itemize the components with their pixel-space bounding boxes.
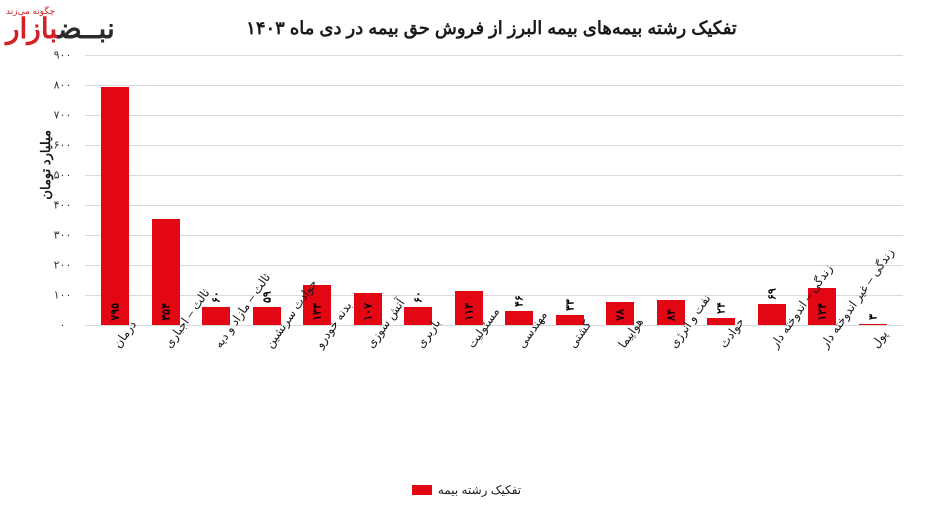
bar-value-label: ۳۳: [563, 299, 576, 311]
bar-value-label: ۳۵۴: [159, 303, 172, 321]
bar-value-label: ۱۰۷: [361, 303, 374, 321]
watermark-logo: چگونه می‌زند نبــضبازار: [6, 6, 115, 43]
watermark-logo-text: نبــضبازار: [6, 15, 115, 43]
y-tick: ۹۰۰: [45, 49, 80, 62]
x-tick-label: آتش سوزی: [343, 328, 394, 458]
bar-value-label: ۴۶: [513, 295, 526, 307]
bar-value-label: ۶۰: [412, 291, 425, 303]
y-tick: ۰: [45, 319, 80, 332]
x-tick-label: پول: [848, 328, 899, 458]
legend-label: تفکیک رشته بیمه: [438, 483, 521, 497]
x-axis-labels: درمانثالث – اجباریثالث – مازاد و دیهحواد…: [85, 328, 903, 458]
bar-value-label: ۷۸: [614, 309, 627, 321]
y-tick: ۷۰۰: [45, 109, 80, 122]
x-tick-label: زندگی – اندوخته دار: [747, 328, 798, 458]
x-tick-label: حوادث: [696, 328, 747, 458]
chart-title: تفکیک رشته بیمه‌های بیمه البرز از فروش ح…: [180, 18, 803, 39]
x-tick-label: باربری: [393, 328, 444, 458]
legend-swatch: [412, 485, 432, 495]
bar-value-label: ۳: [866, 314, 879, 320]
bar-value-label: ۱۳۳: [311, 303, 324, 321]
bar: ۳: [848, 324, 899, 325]
y-tick: ۱۰۰: [45, 289, 80, 302]
bar-value-label: ۱۱۳: [462, 303, 475, 321]
x-tick-label: مسئولیت: [444, 328, 495, 458]
x-tick-label: نفت و انرژی: [646, 328, 697, 458]
y-tick: ۵۰۰: [45, 169, 80, 182]
x-tick-label: زندگی – غیر اندوخته دار: [797, 328, 848, 458]
y-tick: ۸۰۰: [45, 79, 80, 92]
bar-value-label: ۶۹: [765, 288, 778, 300]
y-tick: ۳۰۰: [45, 229, 80, 242]
chart-plot-area: ۰۱۰۰۲۰۰۳۰۰۴۰۰۵۰۰۶۰۰۷۰۰۸۰۰۹۰۰ ۷۹۵۳۵۴۶۰۵۹۱…: [85, 55, 903, 325]
bar: ۷۹۵: [90, 87, 141, 326]
y-tick: ۴۰۰: [45, 199, 80, 212]
bar-value-label: ۷۹۵: [109, 303, 122, 321]
legend: تفکیک رشته بیمه: [0, 483, 933, 497]
bar-value-label: ۲۴: [715, 302, 728, 314]
bar-container: ۷۹۵۳۵۴۶۰۵۹۱۳۳۱۰۷۶۰۱۱۳۴۶۳۳۷۸۸۴۲۴۶۹۱۲۴۳: [85, 55, 903, 325]
y-tick: ۲۰۰: [45, 259, 80, 272]
bar-value-label: ۸۴: [664, 309, 677, 321]
x-tick-label: ثالث – اجباری: [141, 328, 192, 458]
bar-rect: ۳۵۴: [152, 219, 180, 325]
x-tick-label: بدنه خودرو: [292, 328, 343, 458]
x-tick-label: هواپیما: [595, 328, 646, 458]
bar-rect: ۱۱۳: [455, 291, 483, 325]
bar-rect: ۷۹۵: [101, 87, 129, 326]
x-tick-label: مهندسی: [494, 328, 545, 458]
x-tick-label: ثالث – مازاد و دیه: [191, 328, 242, 458]
y-tick: ۶۰۰: [45, 139, 80, 152]
x-tick-label: درمان: [90, 328, 141, 458]
bar-value-label: ۱۲۴: [816, 303, 829, 321]
x-tick-label: حوادث سرنشین: [242, 328, 293, 458]
bar-rect: ۳: [859, 324, 887, 325]
x-tick-label: کشتی: [545, 328, 596, 458]
